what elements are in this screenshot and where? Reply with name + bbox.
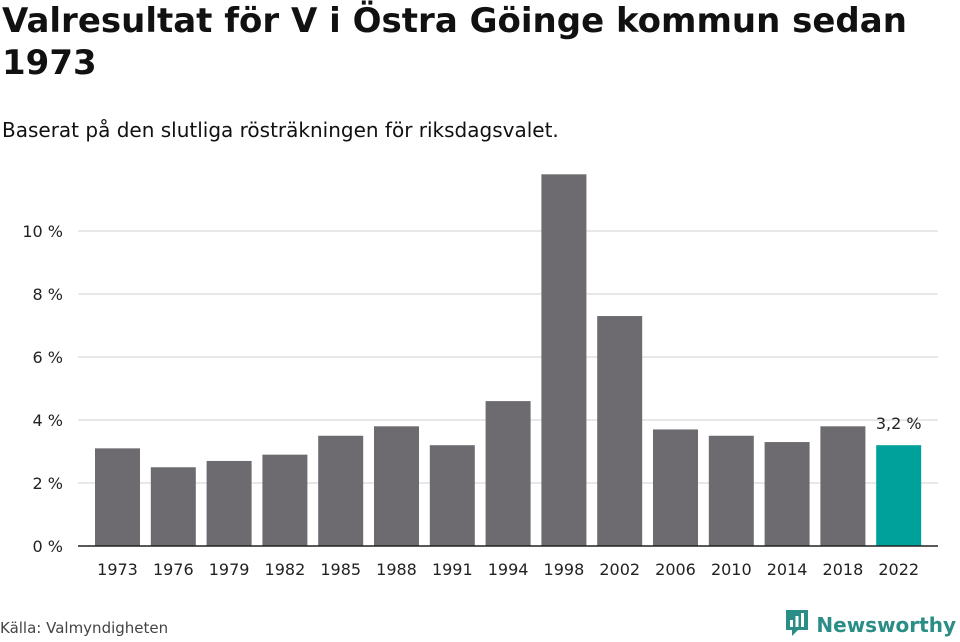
y-tick-label: 4 % (33, 411, 63, 430)
bar-1991 (429, 445, 475, 546)
y-tick-label: 10 % (22, 222, 63, 241)
bar-2014 (764, 442, 810, 546)
data-labels: 3,2 % (876, 414, 922, 433)
chart-title: Valresultat för V i Östra Göinge kommun … (2, 1, 907, 83)
bar-2018 (820, 426, 866, 546)
bar-1985 (318, 435, 364, 546)
y-tick-label: 8 % (33, 285, 63, 304)
y-tick-label: 6 % (33, 348, 63, 367)
x-tick-label: 1988 (376, 560, 417, 579)
y-tick-label: 0 % (33, 537, 63, 556)
bar-chart-logo-icon (784, 608, 810, 642)
bar-1998 (541, 174, 587, 547)
bar-2010 (708, 435, 754, 546)
x-tick-label: 1976 (153, 560, 194, 579)
y-tick-label: 2 % (33, 474, 63, 493)
x-tick-label: 1979 (209, 560, 250, 579)
bar-2006 (653, 429, 698, 546)
source-note: Källa: Valmyndigheten (0, 619, 169, 637)
bar-1994 (485, 401, 531, 546)
chart-subtitle: Baserat på den slutliga rösträkningen fö… (2, 118, 559, 142)
x-tick-label: 2014 (767, 560, 808, 579)
x-tick-label: 2018 (823, 560, 864, 579)
x-tick-label: 2006 (655, 560, 696, 579)
bar-1982 (262, 454, 308, 546)
x-tick-label: 1994 (488, 560, 529, 579)
bar-1976 (150, 467, 196, 546)
x-tick-label: 1985 (320, 560, 361, 579)
data-label: 3,2 % (876, 414, 922, 433)
x-tick-label: 2002 (599, 560, 640, 579)
brand-name: Newsworthy (816, 613, 956, 637)
bar-1988 (374, 426, 419, 546)
bar-chart: 0 % 2 % 4 % 6 % 8 % 10 % 1973 1976 1979 1982 1985… (22, 174, 938, 579)
x-tick-label: 2010 (711, 560, 752, 579)
bar-1973 (95, 448, 140, 546)
x-tick-label: 1982 (265, 560, 306, 579)
x-tick-label: 1991 (432, 560, 473, 579)
brand: Newsworthy (784, 608, 956, 642)
bar-2022 (876, 445, 922, 546)
x-tick-label: 2022 (878, 560, 919, 579)
x-axis-ticks: 1973 1976 1979 1982 1985 1988 1991 1994 1998 2002… (97, 560, 919, 579)
x-tick-label: 1973 (97, 560, 138, 579)
x-tick-label: 1998 (544, 560, 585, 579)
bars (95, 174, 922, 547)
y-axis-ticks: 0 % 2 % 4 % 6 % 8 % 10 % (22, 222, 63, 556)
bar-1979 (206, 460, 252, 546)
bar-2002 (597, 316, 643, 546)
